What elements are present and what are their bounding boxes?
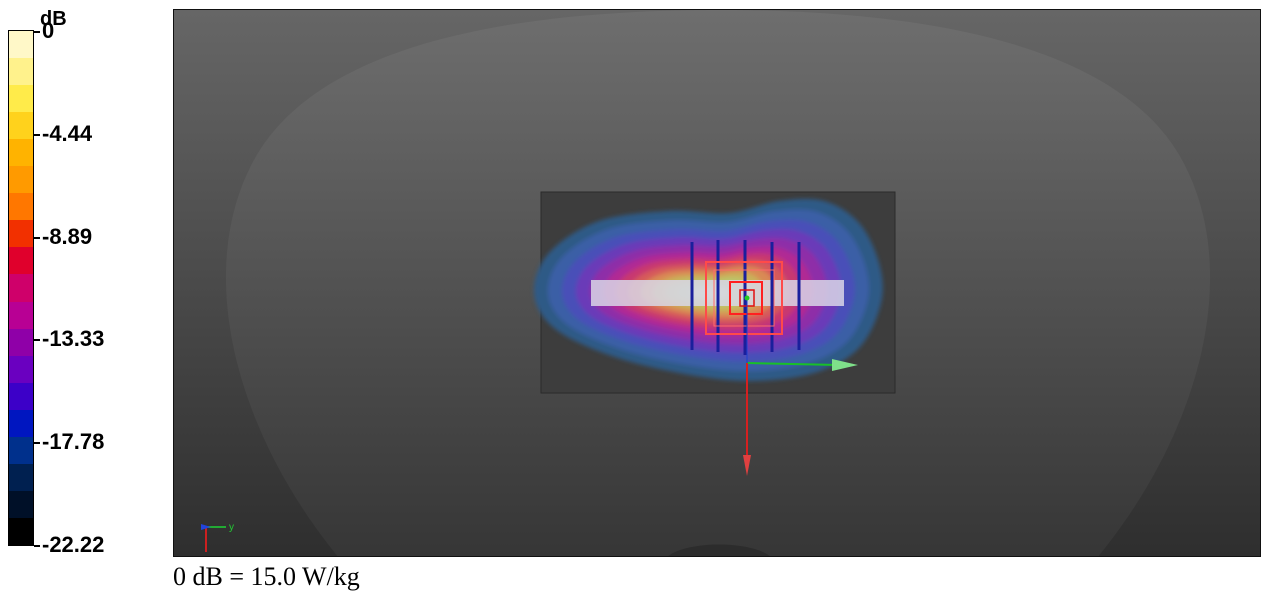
colorbar-tick-mark [34, 133, 40, 136]
colorbar-segment [9, 193, 33, 220]
origin-marker [744, 295, 750, 301]
colorbar-legend: dB 0 -4.44 -8.89 -13.33 -17.78 -22.22 [0, 0, 170, 560]
colorbar-segment [9, 329, 33, 356]
colorbar-segment [9, 247, 33, 274]
reference-caption: 0 dB = 15.0 W/kg [173, 562, 360, 591]
triad-y-label: y [229, 522, 234, 533]
colorbar-segment [9, 383, 33, 410]
colorbar-tick-label: -8.89 [42, 223, 93, 249]
colorbar-unit-label: dB [40, 8, 67, 30]
colorbar-gradient [8, 30, 34, 546]
colorbar-segment [9, 518, 33, 545]
colorbar-segment [9, 220, 33, 247]
colorbar-tick-mark [34, 545, 40, 547]
colorbar-tick-mark [34, 236, 40, 239]
sar-field-canvas: y [174, 10, 1260, 556]
colorbar-segment [9, 437, 33, 464]
colorbar-segment [9, 356, 33, 383]
colorbar-segment [9, 464, 33, 491]
orientation-triad: y [201, 522, 234, 552]
zoom-scan-box-outer [705, 261, 783, 335]
colorbar-segment [9, 274, 33, 302]
colorbar-segment [9, 112, 33, 139]
colorbar-segment [9, 139, 33, 166]
colorbar-tick-label: -4.44 [42, 120, 93, 146]
colorbar-tick-mark [34, 442, 40, 445]
reference-axes [743, 295, 858, 476]
colorbar-segment [9, 58, 33, 85]
colorbar-segment [9, 302, 33, 329]
phantom-bottom-arc [668, 544, 770, 556]
sar-field-view: y [173, 9, 1261, 557]
colorbar-tick-label: 0 [42, 18, 55, 43]
colorbar-tick-mark [34, 31, 40, 33]
colorbar-segment [9, 31, 33, 58]
colorbar-segment [9, 85, 33, 112]
axis-arrow-z [743, 455, 751, 476]
peak-box [729, 281, 763, 315]
colorbar-segment [9, 166, 33, 193]
colorbar-tick-label: -13.33 [42, 326, 105, 352]
colorbar-segment [9, 491, 33, 518]
triad-x-axis [201, 524, 211, 530]
colorbar-tick-label: -17.78 [42, 429, 105, 455]
colorbar-tick-label: -22.22 [42, 532, 105, 557]
axis-arrow-y [832, 359, 858, 371]
colorbar-tick-mark [34, 339, 40, 342]
colorbar-segment [9, 410, 33, 437]
axis-line-y [746, 362, 840, 366]
zoom-scan-box-inner [713, 269, 775, 327]
